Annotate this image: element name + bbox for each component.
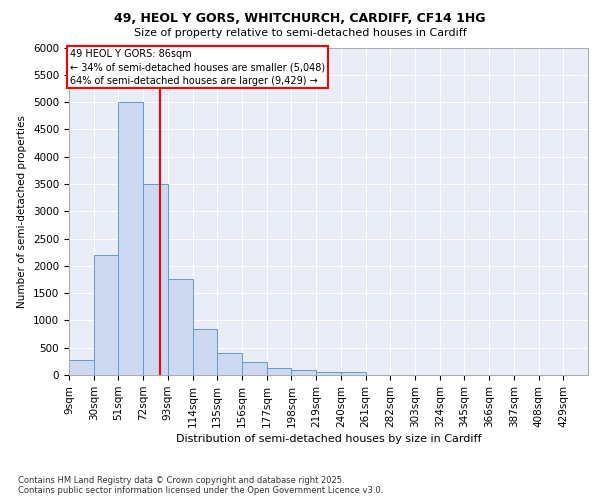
- Bar: [217, 353, 242, 375]
- Bar: [267, 368, 292, 375]
- Bar: [94, 255, 118, 375]
- Bar: [193, 328, 217, 375]
- Bar: [69, 360, 94, 375]
- Y-axis label: Number of semi-detached properties: Number of semi-detached properties: [17, 115, 28, 308]
- Bar: [168, 280, 193, 375]
- X-axis label: Distribution of semi-detached houses by size in Cardiff: Distribution of semi-detached houses by …: [176, 434, 481, 444]
- Text: Contains HM Land Registry data © Crown copyright and database right 2025.
Contai: Contains HM Land Registry data © Crown c…: [18, 476, 383, 495]
- Bar: [143, 184, 168, 375]
- Bar: [118, 102, 143, 375]
- Bar: [242, 362, 267, 375]
- Bar: [316, 372, 341, 375]
- Text: Size of property relative to semi-detached houses in Cardiff: Size of property relative to semi-detach…: [134, 28, 466, 38]
- Bar: [292, 370, 316, 375]
- Text: 49, HEOL Y GORS, WHITCHURCH, CARDIFF, CF14 1HG: 49, HEOL Y GORS, WHITCHURCH, CARDIFF, CF…: [114, 12, 486, 26]
- Bar: [341, 372, 365, 375]
- Text: 49 HEOL Y GORS: 86sqm
← 34% of semi-detached houses are smaller (5,048)
64% of s: 49 HEOL Y GORS: 86sqm ← 34% of semi-deta…: [70, 49, 325, 86]
